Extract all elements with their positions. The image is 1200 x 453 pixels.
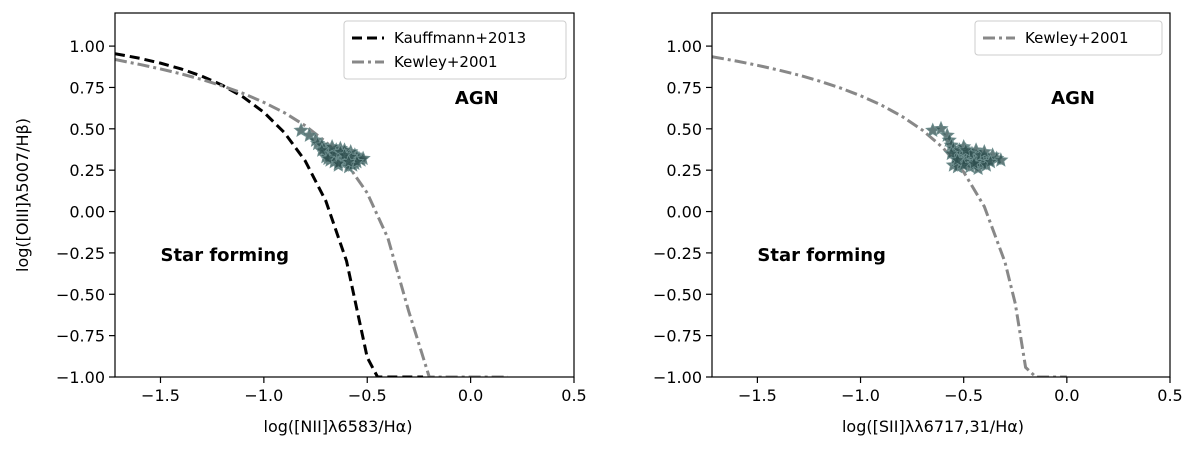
legend: Kewley+2001 xyxy=(974,20,1163,56)
y-tick-label: 0.00 xyxy=(69,203,105,222)
x-tick-label: 0.0 xyxy=(458,386,483,405)
y-tick-label: 0.50 xyxy=(666,120,702,139)
data-point xyxy=(314,142,330,157)
data-point xyxy=(320,150,336,166)
y-tick-label: 0.25 xyxy=(69,161,105,180)
y-tick-label: 0.75 xyxy=(666,78,702,97)
y-tick-label: −1.00 xyxy=(653,368,702,387)
data-point xyxy=(933,120,949,136)
x-tick-label: 0.5 xyxy=(1157,386,1182,405)
axes-frame xyxy=(114,12,575,378)
y-axis-title: log([OIII]λ5007/Hβ) xyxy=(13,118,32,272)
y-tick-label: −0.50 xyxy=(653,285,702,304)
x-tick-label: −1.0 xyxy=(244,386,283,405)
data-point xyxy=(943,145,959,161)
panel-sii-bpt: log([SII]λλ6717,31/Hα) −1.5 −1.0 −0.5 0.0 0.… xyxy=(653,12,1183,436)
x-tick-label: −1.5 xyxy=(141,386,180,405)
annotation-agn: AGN xyxy=(455,88,499,109)
x-tick-label: −1.0 xyxy=(841,386,880,405)
data-point xyxy=(976,143,992,159)
y-tick-label: 0.00 xyxy=(666,203,702,222)
y-tick-label: −0.75 xyxy=(653,327,702,346)
y-tick-label: 1.00 xyxy=(69,37,105,56)
annotation-star-forming: Star forming xyxy=(757,245,886,266)
data-point xyxy=(982,153,999,169)
series-line-kewley-2001 xyxy=(115,58,508,377)
legend-label: Kewley+2001 xyxy=(1025,29,1129,47)
y-tick-label: −0.25 xyxy=(56,244,105,263)
y-tick-label: −1.00 xyxy=(56,368,105,387)
data-point xyxy=(949,152,966,167)
legend-box xyxy=(343,20,567,80)
legend-label: Kewley+2001 xyxy=(394,53,498,71)
annotation-agn: AGN xyxy=(1051,88,1095,109)
legend: Kauffmann+2013 Kewley+2001 xyxy=(343,20,567,80)
axes-frame xyxy=(711,12,1171,378)
data-point xyxy=(341,153,357,169)
y-tick-label: 0.75 xyxy=(69,78,105,97)
legend-box xyxy=(974,20,1163,56)
y-tick-label: −0.25 xyxy=(653,244,702,263)
x-tick-label: 0.0 xyxy=(1054,386,1079,405)
y-tick-label: −0.50 xyxy=(56,285,105,304)
data-point xyxy=(993,152,1009,167)
x-tick-label: −0.5 xyxy=(348,386,387,405)
panel-nii-bpt: log([OIII]λ5007/Hβ) log([NII]λ6583/Hα) −… xyxy=(13,12,587,436)
x-tick-label: −1.5 xyxy=(738,386,777,405)
data-point xyxy=(966,155,982,171)
x-axis-title: log([SII]λλ6717,31/Hα) xyxy=(842,417,1024,436)
x-tick-label: −0.5 xyxy=(944,386,983,405)
y-tick-label: 1.00 xyxy=(666,37,702,56)
annotation-star-forming: Star forming xyxy=(160,245,289,266)
y-tick-label: −0.75 xyxy=(56,327,105,346)
series-line-kewley-2001 xyxy=(712,55,1067,377)
series-line-kauffmann-2013 xyxy=(115,52,424,377)
x-tick-label: 0.5 xyxy=(561,386,586,405)
plot-area xyxy=(712,55,1067,377)
data-point xyxy=(958,142,974,157)
x-axis-title: log([NII]λ6583/Hα) xyxy=(264,417,413,436)
y-tick-label: 0.25 xyxy=(666,161,702,180)
plot-area xyxy=(115,52,508,377)
legend-label: Kauffmann+2013 xyxy=(394,29,526,47)
y-tick-label: 0.50 xyxy=(69,120,105,139)
